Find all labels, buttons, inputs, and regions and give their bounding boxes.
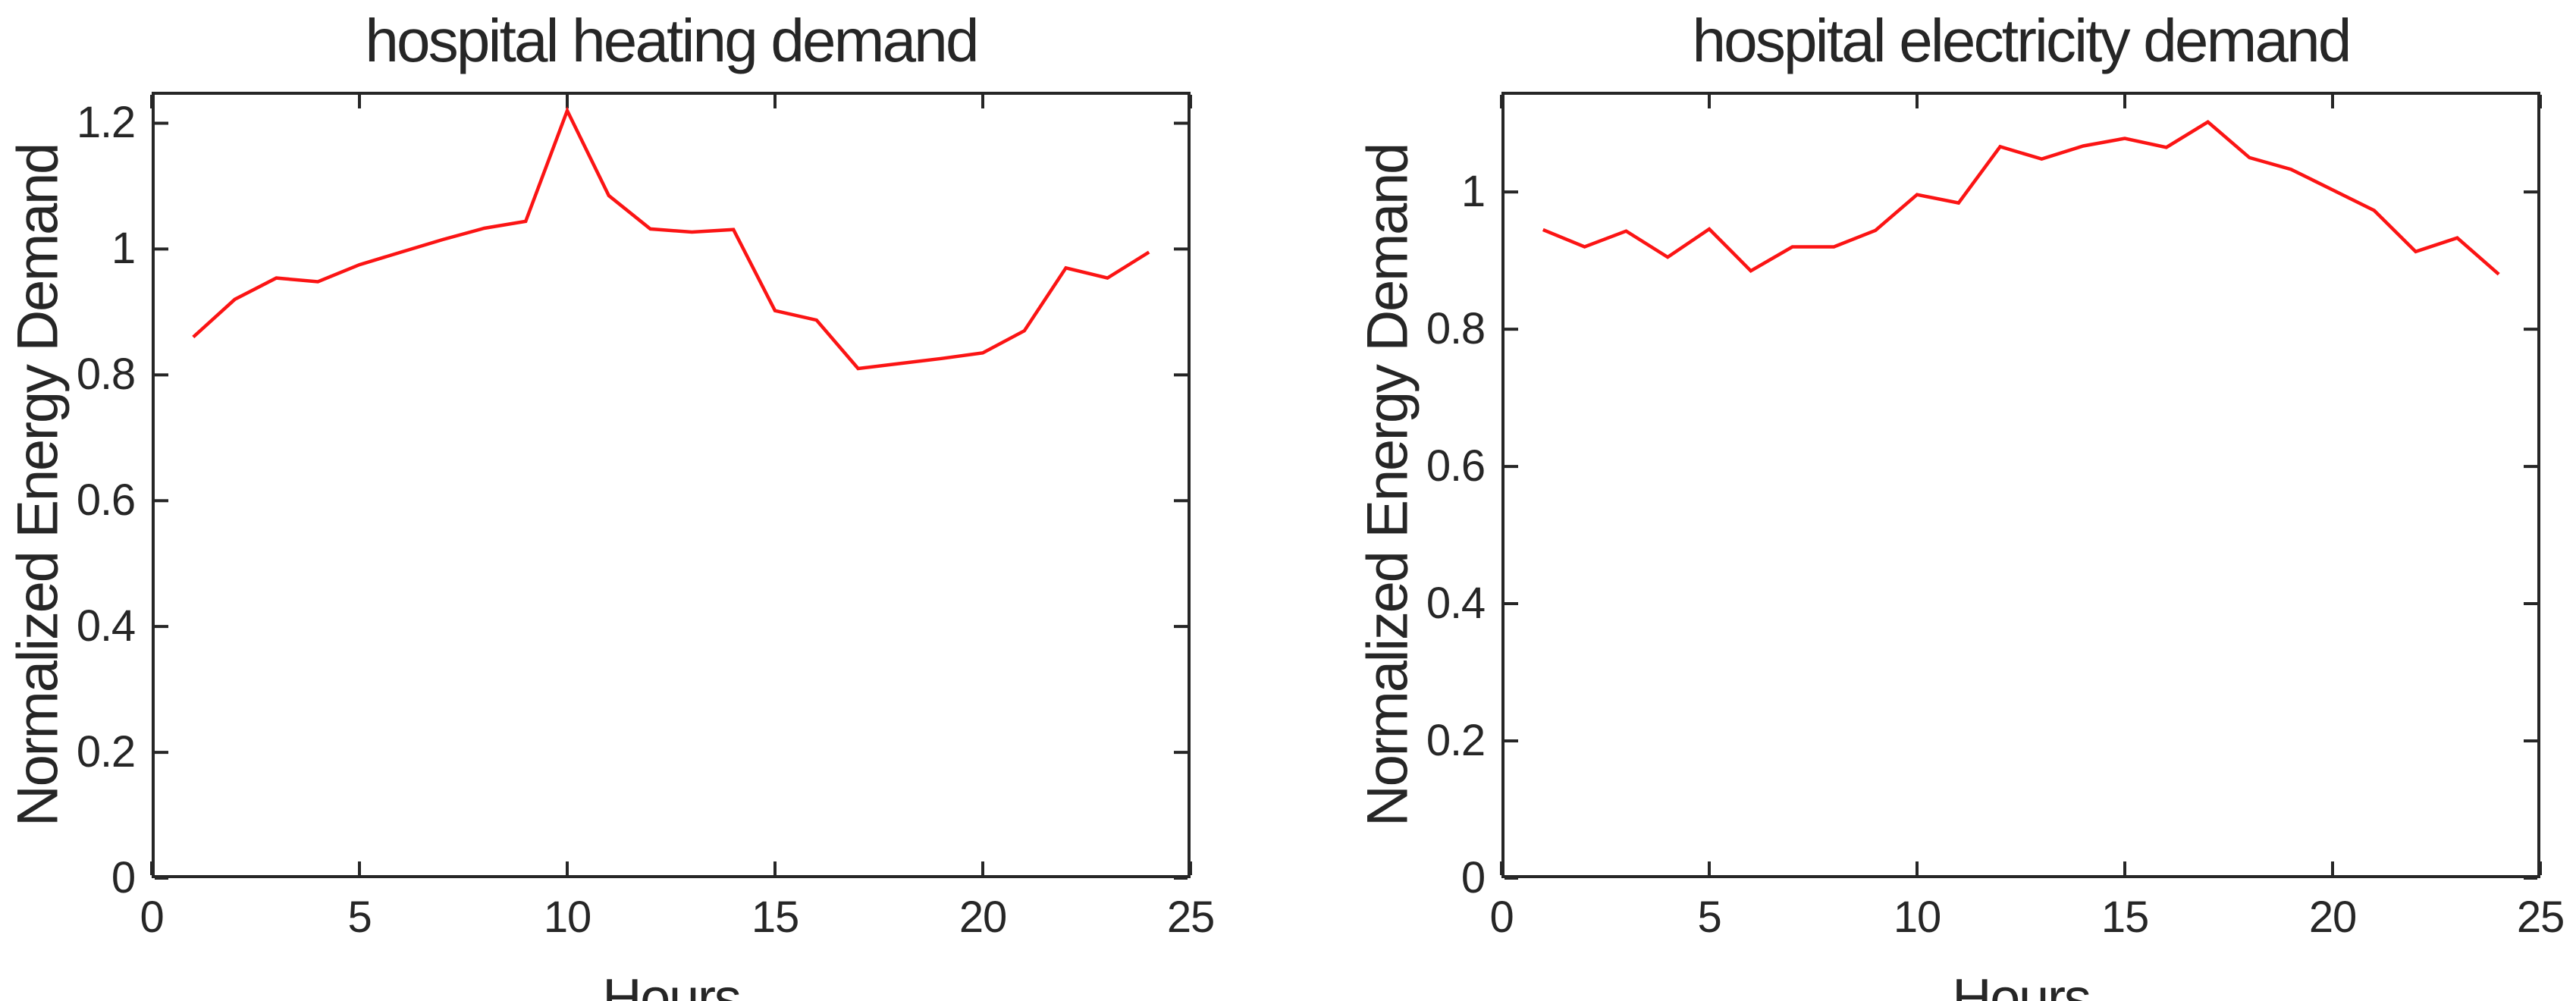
- y-tick-label: 0.8: [1426, 304, 1486, 354]
- x-tick-label: 15: [2101, 893, 2149, 942]
- y-tick-label: 0.2: [1426, 716, 1486, 766]
- y-tick-label: 1: [1461, 167, 1486, 217]
- y-tick-label: 0: [1461, 853, 1486, 902]
- y-tick-label: 0.8: [76, 350, 136, 400]
- x-tick-label: 20: [2308, 893, 2357, 942]
- x-tick-label: 25: [2516, 893, 2565, 942]
- x-tick-label: 20: [959, 893, 1007, 942]
- chart-title: hospital electricity demand: [1692, 7, 2352, 74]
- heating-plot-area: [150, 92, 1192, 880]
- axis-ticks: [150, 95, 1192, 880]
- y-tick-label: 0.4: [76, 601, 136, 651]
- x-axis-label: Hours: [602, 968, 741, 1001]
- x-tick-label: 0: [140, 893, 164, 942]
- y-tick-label: 1: [111, 224, 136, 274]
- x-axis-label: Hours: [1952, 968, 2091, 1001]
- axis-ticks: [1500, 95, 2542, 880]
- y-tick-label: 1.2: [76, 98, 136, 148]
- demand-line: [192, 106, 1150, 371]
- y-tick-label: 0.4: [1426, 579, 1486, 629]
- electricity-plot-area: [1500, 92, 2542, 880]
- x-tick-label: 10: [1893, 893, 1941, 942]
- x-tick-label: 15: [751, 893, 799, 942]
- y-tick-label: 0.6: [1426, 441, 1486, 491]
- y-tick-label: 0.6: [76, 475, 136, 526]
- chart-title: hospital heating demand: [365, 7, 979, 74]
- axes-frame: [152, 92, 1191, 878]
- x-tick-label: 5: [347, 893, 372, 942]
- x-tick-label: 5: [1697, 893, 1721, 942]
- x-tick-label: 0: [1489, 893, 1514, 942]
- y-tick-label: 0.2: [76, 727, 136, 777]
- axes-frame: [1501, 92, 2540, 878]
- demand-line: [1542, 120, 2500, 276]
- x-tick-label: 10: [543, 893, 591, 942]
- y-tick-label: 0: [111, 853, 136, 902]
- x-tick-label: 25: [1166, 893, 1215, 942]
